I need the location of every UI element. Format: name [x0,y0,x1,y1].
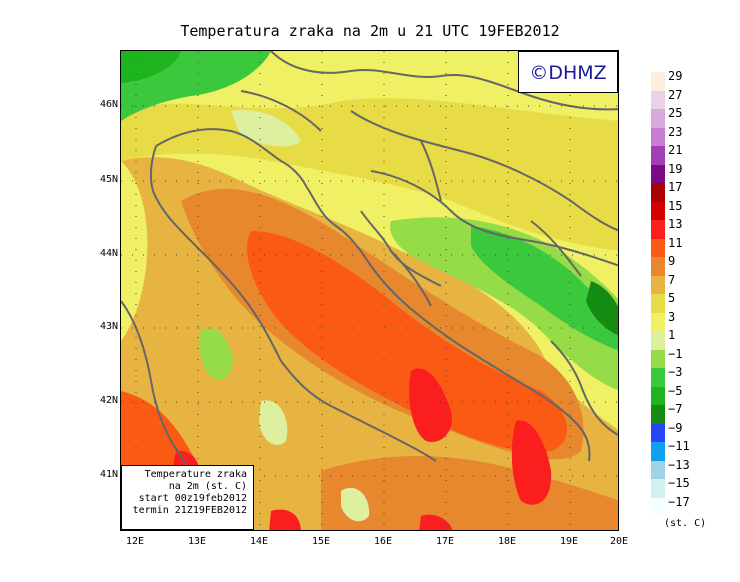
legend-label: 27 [668,87,683,102]
info-line-1: Temperature zraka [144,469,247,480]
legend-label: −17 [668,494,690,509]
lon-label-14e: 14E [249,536,269,547]
legend-swatch [651,294,665,313]
lat-label-46n: 46N [99,99,118,110]
info-line-3: start 00z19feb2012 [138,493,247,504]
legend-label: −1 [668,346,683,361]
legend-label: −15 [668,476,690,490]
field-hot-e [419,514,453,530]
lat-label-44n: 44N [99,248,118,259]
legend-label: −9 [668,420,683,435]
map-canvas [121,51,618,530]
legend-swatch [651,386,665,405]
lat-label-42n: 42N [99,395,118,406]
legend-swatch [651,312,665,331]
legend-label: 1 [668,328,676,342]
legend-swatch [651,127,665,146]
legend-label: 17 [668,180,683,194]
legend-swatch [651,72,665,91]
info-line-4: termin 21Z19FEB2012 [132,505,247,516]
legend-label: 7 [668,272,676,287]
legend-label: −7 [668,402,683,416]
legend-swatch [651,183,665,202]
lat-label-41n: 41N [99,469,118,480]
lon-label-12e: 12E [125,536,145,547]
lon-label-17e: 17E [435,536,455,547]
field-south-cool [341,487,370,522]
field-hot-b [511,420,552,505]
legend-swatch [651,164,665,183]
legend-swatch [651,220,665,239]
field-alps-core [121,51,181,83]
lon-label-13e: 13E [187,536,207,547]
lat-label-45n: 45N [99,174,118,185]
legend-swatch [651,442,665,461]
legend-swatch [651,497,665,516]
legend-label: 11 [668,235,683,250]
lon-label-19e: 19E [559,536,579,547]
legend-swatch [651,460,665,479]
legend-units: (st. C) [664,518,707,529]
legend-label: −3 [668,365,683,379]
field-interior-cold [390,217,618,391]
legend-swatch [651,109,665,128]
legend-label: −13 [668,457,690,472]
legend-label: 29 [668,69,683,83]
field-south-sea [321,456,618,530]
legend-swatch [651,238,665,257]
legend-label: −11 [668,439,690,453]
field-interior-colder [471,226,618,351]
legend-swatch [651,405,665,424]
legend-label: 5 [668,291,676,305]
legend-label: 13 [668,217,683,231]
legend-label: 15 [668,198,683,213]
lat-label-43n: 43N [99,321,118,332]
legend-swatch [651,201,665,220]
legend-swatch [651,349,665,368]
legend-swatch [651,275,665,294]
legend-swatch [651,331,665,350]
legend-label: 23 [668,124,683,139]
legend-label: 3 [668,309,676,324]
map-title: Temperatura zraka na 2m u 21 UTC 19FEB20… [180,22,560,40]
dhmz-logo: ©DHMZ [518,51,618,93]
legend-swatch [651,368,665,387]
lon-label-20e: 20E [609,536,629,547]
field-hot-d [269,509,301,530]
legend-swatch [651,146,665,165]
field-hot-a [409,368,452,442]
lon-label-15e: 15E [311,536,331,547]
lon-label-16e: 16E [373,536,393,547]
legend-label: 9 [668,254,676,268]
legend-colorbar [651,72,665,516]
lon-label-18e: 18E [497,536,517,547]
field-interior-coldest [586,281,618,336]
legend-swatch [651,90,665,109]
legend-label: 25 [668,106,683,120]
field-adriatic-core [247,231,568,452]
legend-swatch [651,423,665,442]
field-apennine-cold [198,328,233,380]
coastlines [121,51,618,530]
legend-label: −5 [668,383,683,398]
legend-label: 19 [668,161,683,176]
info-box: Temperature zraka na 2m (st. C) start 00… [121,465,254,530]
legend-swatch [651,479,665,498]
temperature-map [120,50,619,531]
legend-swatch [651,257,665,276]
legend-label: 21 [668,143,683,157]
field-gargano-cool [259,400,288,445]
info-line-2: na 2m (st. C) [168,481,247,492]
